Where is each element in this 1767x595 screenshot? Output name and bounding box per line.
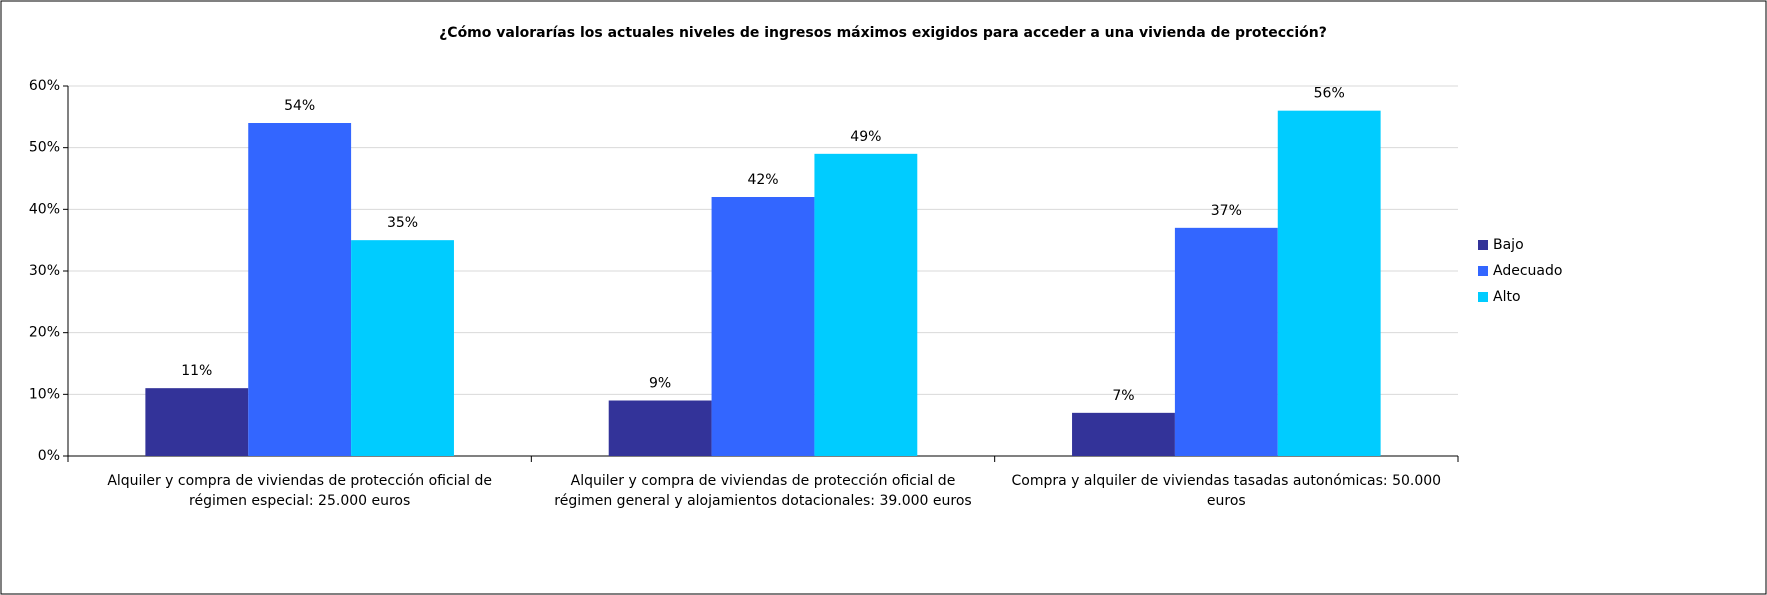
- data-label: 11%: [181, 363, 212, 379]
- bar: [1174, 227, 1278, 456]
- y-tick-label: 10%: [29, 386, 60, 402]
- x-tick-label: Compra y alquiler de viviendas tasadas a…: [1011, 473, 1442, 509]
- y-tick-label: 50%: [29, 140, 60, 156]
- y-tick-label: 20%: [29, 325, 60, 341]
- legend-swatch: [1478, 266, 1488, 276]
- y-tick-label: 0%: [38, 448, 60, 464]
- data-label: 42%: [747, 172, 778, 188]
- bar: [608, 400, 712, 456]
- bar: [248, 123, 352, 456]
- bar: [1277, 110, 1381, 457]
- data-label: 7%: [1112, 388, 1134, 404]
- y-tick-label: 30%: [29, 263, 60, 279]
- data-label: 37%: [1211, 203, 1242, 219]
- legend-swatch: [1478, 292, 1488, 302]
- legend-label: Bajo: [1493, 237, 1524, 253]
- data-label: 54%: [284, 98, 315, 114]
- y-tick-label: 60%: [29, 78, 60, 94]
- y-tick-label: 40%: [29, 201, 60, 217]
- data-label: 35%: [387, 215, 418, 231]
- bar: [711, 197, 815, 456]
- data-label: 49%: [850, 129, 881, 145]
- legend-label: Alto: [1493, 289, 1521, 305]
- bar: [145, 388, 249, 456]
- x-tick-label: Alquiler y compra de viviendas de protec…: [554, 473, 972, 509]
- legend-label: Adecuado: [1493, 263, 1562, 279]
- x-tick-label: Alquiler y compra de viviendas de protec…: [107, 473, 492, 509]
- data-label: 9%: [649, 376, 671, 392]
- bar: [1072, 412, 1175, 456]
- legend-swatch: [1478, 240, 1488, 250]
- bar: [814, 153, 918, 457]
- data-label: 56%: [1314, 86, 1345, 102]
- bar: [351, 240, 454, 456]
- chart-title: ¿Cómo valorarías los actuales niveles de…: [439, 25, 1327, 41]
